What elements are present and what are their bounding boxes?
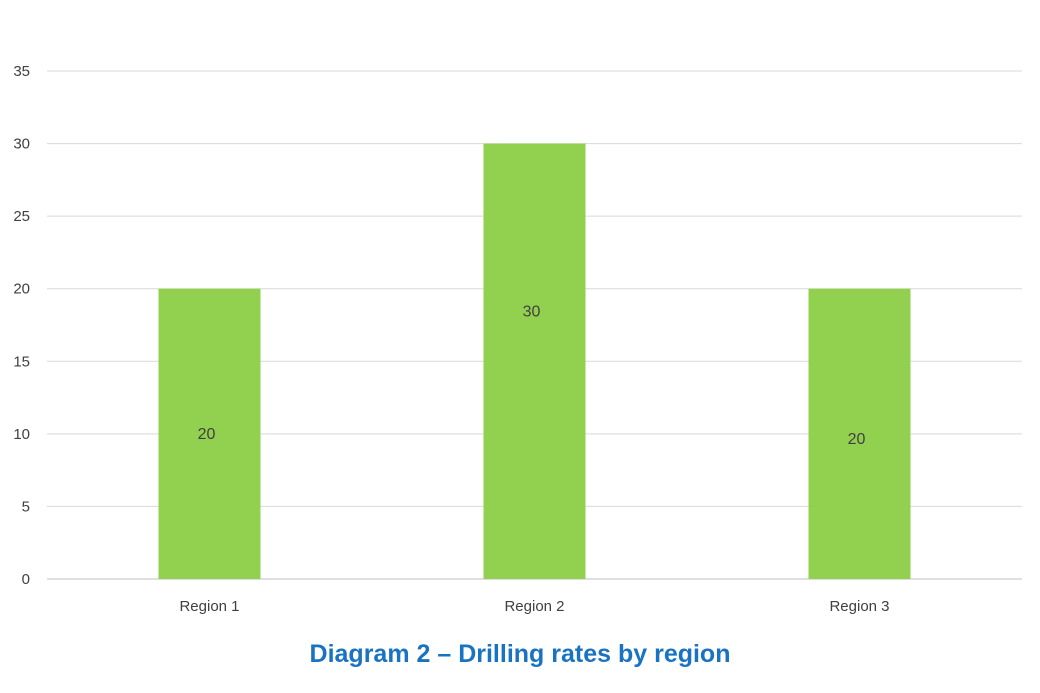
x-tick-label: Region 1 (179, 598, 239, 615)
y-tick-label: 30 (13, 136, 30, 153)
data-labels: 20 30 20 (198, 303, 866, 448)
y-tick-label: 0 (22, 571, 30, 588)
y-tick-label: 10 (13, 426, 30, 443)
bar-region-1 (158, 288, 261, 579)
bar-region-3 (808, 288, 911, 579)
x-axis-tick-labels: Region 1 Region 2 Region 3 (179, 598, 889, 615)
y-tick-label: 35 (13, 63, 30, 80)
chart-caption: Diagram 2 – Drilling rates by region (309, 640, 731, 668)
bar-region-2 (483, 143, 586, 580)
y-tick-label: 25 (13, 208, 30, 225)
bars (158, 143, 911, 580)
data-label: 30 (523, 303, 541, 320)
data-label: 20 (198, 426, 216, 443)
y-tick-label: 15 (13, 353, 30, 370)
y-tick-label: 20 (13, 281, 30, 298)
y-axis-tick-labels: 0 5 10 15 20 25 30 35 (13, 63, 30, 588)
y-tick-label: 5 (22, 498, 30, 515)
x-tick-label: Region 2 (504, 598, 564, 615)
x-tick-label: Region 3 (829, 598, 889, 615)
data-label: 20 (848, 431, 866, 448)
